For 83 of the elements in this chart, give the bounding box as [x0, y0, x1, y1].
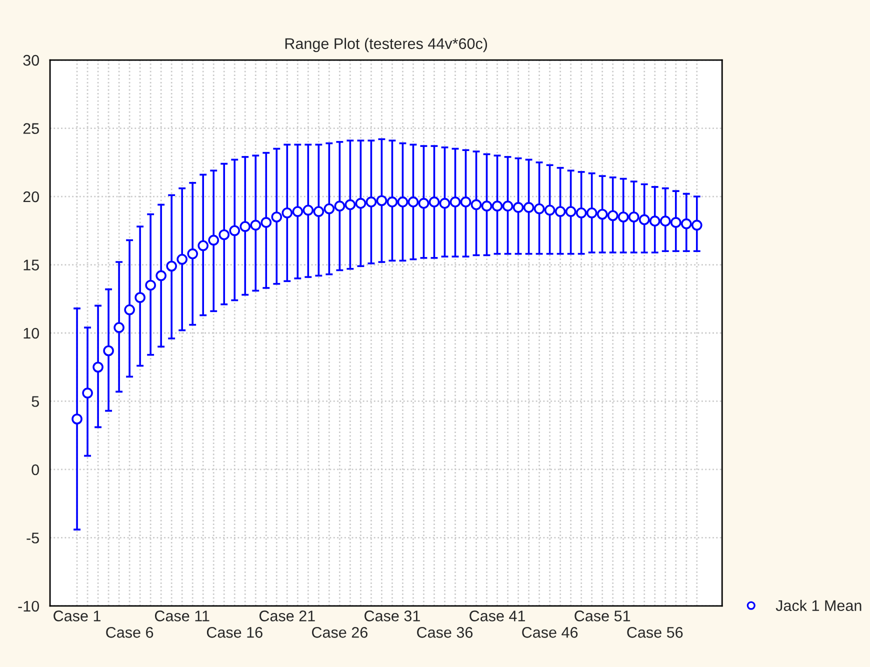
- point: [596, 208, 608, 220]
- x-tick-label: Case 41: [470, 610, 525, 622]
- point: [313, 206, 324, 217]
- point: [460, 196, 472, 208]
- point: [576, 207, 587, 218]
- point: [660, 216, 671, 226]
- y-tick-label: 25: [23, 123, 39, 134]
- point: [198, 240, 209, 252]
- point: [638, 214, 650, 226]
- y-tick-label: 30: [23, 54, 40, 66]
- point: [386, 196, 398, 208]
- x-tick-label: Case 36: [417, 626, 473, 638]
- point: [607, 210, 618, 222]
- point: [92, 362, 104, 373]
- point: [628, 212, 640, 222]
- point: [282, 207, 293, 218]
- point: [586, 207, 598, 218]
- y-tick-label: -10: [18, 600, 40, 612]
- point: [450, 196, 461, 208]
- point: [156, 270, 166, 282]
- x-tick-label: Case 6: [106, 626, 154, 638]
- point: [176, 254, 188, 265]
- point: [470, 199, 482, 210]
- point: [114, 322, 124, 333]
- x-tick-label: Case 26: [312, 626, 368, 638]
- point: [512, 202, 524, 213]
- point: [502, 200, 514, 212]
- point: [397, 196, 408, 208]
- point: [554, 206, 566, 217]
- point: [344, 199, 356, 210]
- point: [260, 217, 272, 228]
- x-tick-label: Case 16: [206, 626, 262, 638]
- point: [649, 216, 660, 226]
- point: [302, 204, 314, 216]
- chart-title: Range Plot (testeres 44v*60c): [285, 38, 488, 52]
- y-tick-label: 15: [24, 260, 39, 270]
- point: [208, 234, 220, 246]
- point: [376, 195, 388, 206]
- point: [218, 229, 230, 240]
- x-tick-label: Case 1: [54, 610, 100, 622]
- x-tick-label: Case 46: [522, 626, 578, 638]
- point: [680, 218, 692, 230]
- x-tick-label: Case 21: [259, 610, 315, 622]
- legend-label: Jack 1 Mean: [776, 600, 862, 612]
- y-tick-label: 5: [32, 396, 39, 407]
- point: [82, 388, 93, 398]
- point: [439, 198, 450, 209]
- point: [408, 196, 419, 208]
- point: [523, 202, 534, 213]
- point: [103, 345, 114, 356]
- point: [355, 198, 366, 209]
- y-tick-label: -5: [26, 532, 39, 544]
- point: [334, 200, 346, 212]
- point: [618, 212, 629, 222]
- point: [428, 196, 440, 208]
- x-tick-label: Case 51: [574, 610, 630, 622]
- point: [166, 260, 177, 272]
- point: [418, 198, 430, 209]
- point: [565, 206, 576, 217]
- point: [292, 206, 304, 217]
- point: [670, 217, 682, 228]
- point: [324, 203, 335, 214]
- y-tick-label: 0: [32, 464, 40, 476]
- x-tick-label: Case 56: [627, 626, 683, 638]
- point: [271, 212, 282, 222]
- y-tick-label: 20: [23, 191, 40, 202]
- point: [481, 200, 492, 212]
- x-tick-label: Case 31: [364, 610, 420, 622]
- point: [72, 414, 82, 424]
- point: [187, 248, 198, 260]
- point: [124, 304, 135, 316]
- point: [366, 196, 377, 208]
- point: [145, 280, 156, 291]
- point: [134, 292, 146, 303]
- point: [229, 225, 240, 236]
- x-tick-label: Case 11: [154, 610, 210, 622]
- point: [544, 204, 556, 216]
- point: [534, 203, 545, 214]
- point: [240, 221, 251, 232]
- y-tick-label: 10: [24, 328, 40, 339]
- point: [691, 220, 702, 231]
- point: [492, 200, 503, 212]
- point: [250, 220, 262, 231]
